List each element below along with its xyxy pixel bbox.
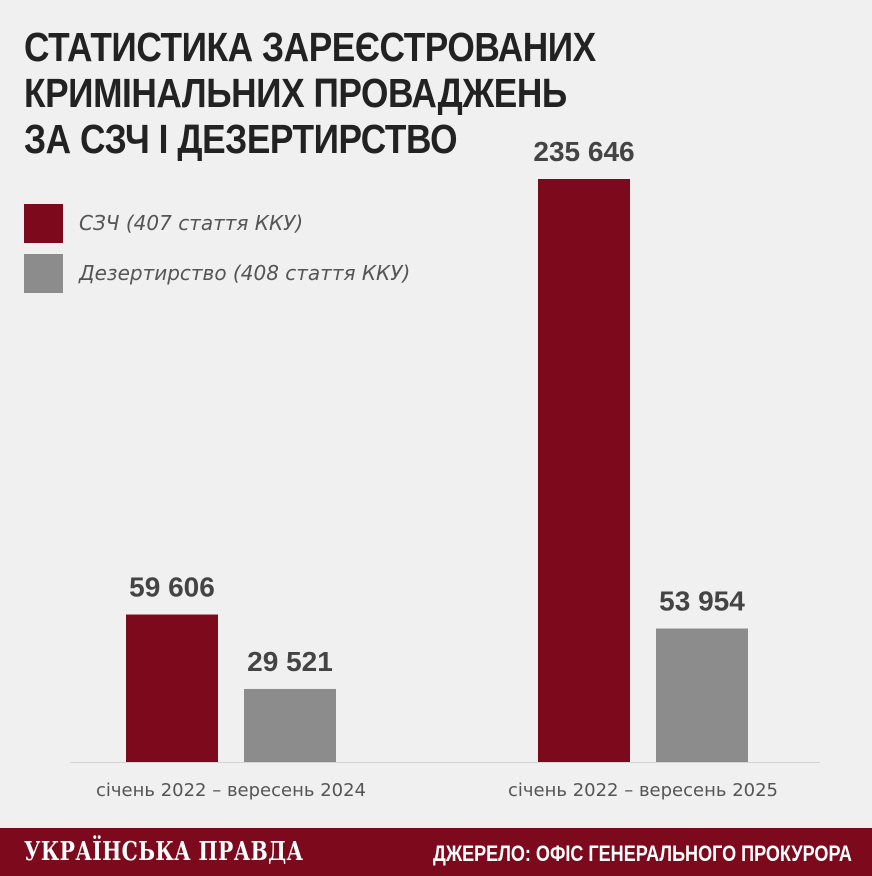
bar-desertion xyxy=(244,688,336,762)
legend-swatch-szch xyxy=(24,203,63,243)
legend-label-desertion: Дезертирство (408 стаття ККУ) xyxy=(79,261,411,285)
data-label: 235 646 xyxy=(533,136,634,167)
data-label: 53 954 xyxy=(659,586,745,617)
footer-bar: УКРАЇНСЬКА ПРАВДА ДЖЕРЕЛО: ОФІС ГЕНЕРАЛЬ… xyxy=(0,828,872,876)
bar-desertion xyxy=(656,628,748,762)
bar-szch xyxy=(126,614,218,762)
legend-item-desertion: Дезертирство (408 стаття ККУ) xyxy=(24,252,410,294)
category-label: січень 2022 – вересень 2024 xyxy=(96,780,366,801)
brand-logo: УКРАЇНСЬКА ПРАВДА xyxy=(24,837,304,867)
bar-chart: 59 606 29 521 січень 2022 – вересень 2024 2… xyxy=(70,136,820,801)
chart-title-line: ЗА СЗЧ І ДЕЗЕРТИРСТВО xyxy=(24,116,458,162)
legend-item-szch: СЗЧ (407 стаття ККУ) xyxy=(24,202,410,244)
data-label: 59 606 xyxy=(129,572,215,603)
category-label: січень 2022 – вересень 2025 xyxy=(508,780,778,801)
data-label: 29 521 xyxy=(247,646,333,677)
legend-label-szch: СЗЧ (407 стаття ККУ) xyxy=(79,211,304,235)
legend-swatch-desertion xyxy=(24,253,63,293)
chart-legend: СЗЧ (407 стаття ККУ) Дезертирство (408 с… xyxy=(24,202,410,302)
chart-title-line: КРИМІНАЛЬНИХ ПРОВАДЖЕНЬ xyxy=(24,70,567,116)
bar-szch xyxy=(538,179,630,762)
source-note: ДЖЕРЕЛО: ОФІС ГЕНЕРАЛЬНОГО ПРОКУРОРА xyxy=(433,841,852,866)
